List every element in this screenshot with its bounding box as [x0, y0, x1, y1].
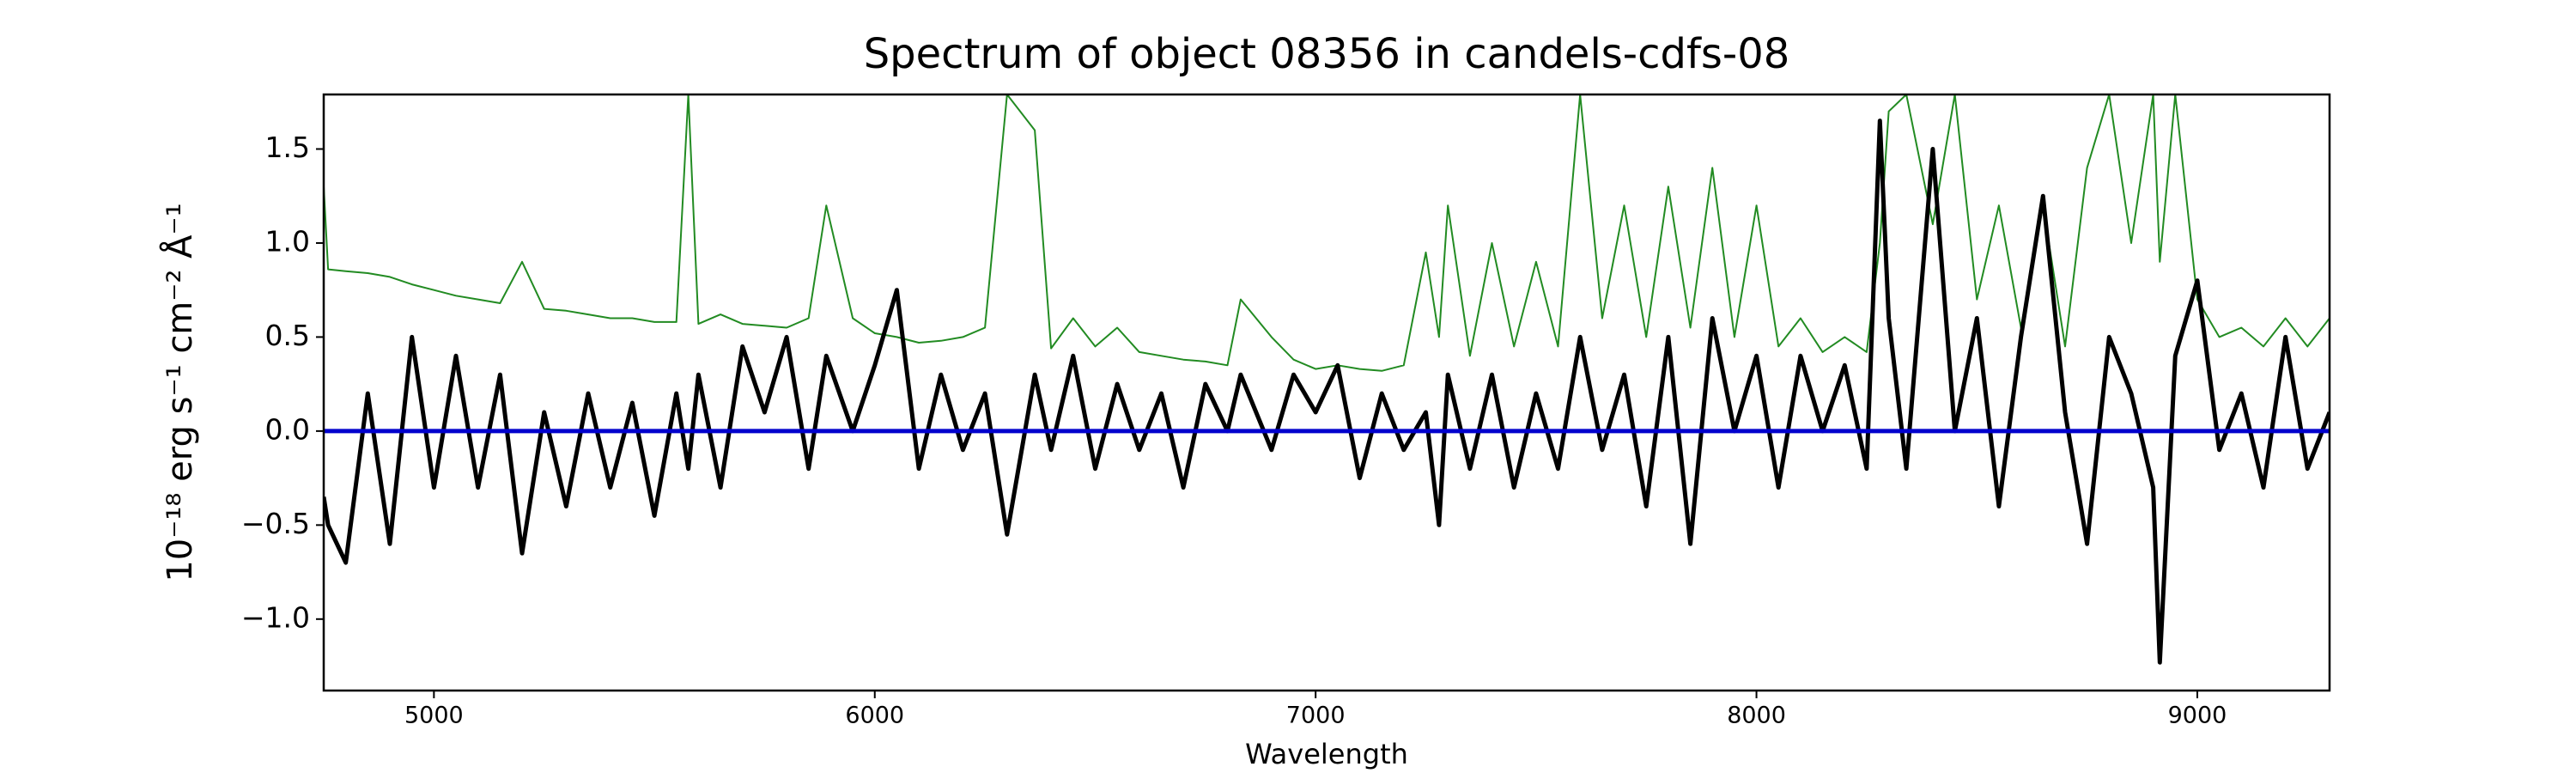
spectrum-line: [324, 119, 2330, 665]
x-tick-label: 7000: [1286, 703, 1346, 729]
y-tick-label: 1.0: [265, 224, 310, 258]
y-tick-label: −0.5: [241, 507, 310, 540]
y-tick-label: −1.0: [241, 600, 310, 634]
x-tick-label: 8000: [1727, 703, 1786, 729]
x-tick-label: 6000: [845, 703, 904, 729]
y-axis-label: 10⁻¹⁸ erg s⁻¹ cm⁻² Å⁻¹: [159, 203, 200, 581]
chart-title: Spectrum of object 08356 in candels-cdfs…: [864, 30, 1790, 78]
x-tick-label: 9000: [2168, 703, 2227, 729]
y-tick-label: 0.5: [265, 319, 310, 352]
plot-area: [324, 94, 2330, 665]
plot-frame: [322, 93, 2331, 692]
x-axis-label: Wavelength: [1245, 738, 1408, 770]
x-tick-label: 5000: [404, 703, 464, 729]
y-tick-label: 0.0: [265, 412, 310, 446]
spectrum-line: [324, 94, 2330, 372]
y-tick-label: 1.5: [265, 131, 310, 164]
